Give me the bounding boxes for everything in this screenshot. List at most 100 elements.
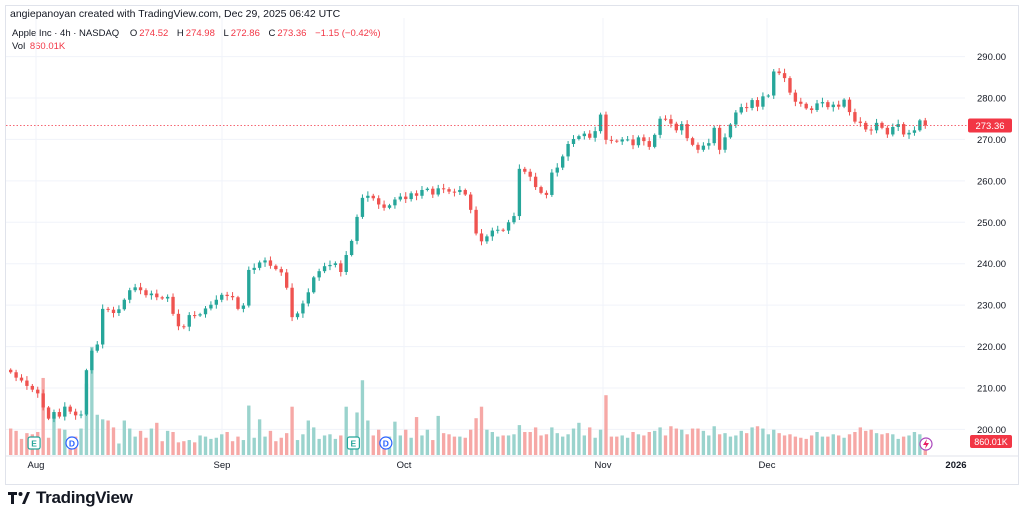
volume-bar: [274, 441, 278, 455]
volume-bar: [431, 440, 435, 455]
candle-body: [25, 380, 29, 386]
candle-body: [371, 195, 375, 199]
volume-bar: [9, 428, 13, 455]
volume-bar: [669, 426, 673, 455]
candle-body: [160, 297, 164, 299]
high-value: 274.98: [185, 28, 215, 39]
volume-bar: [582, 435, 587, 455]
volume-bar: [95, 414, 99, 455]
volume-bar: [593, 437, 597, 455]
candle-body: [382, 204, 386, 208]
volume-bar: [647, 432, 651, 455]
volume-bar: [25, 433, 29, 455]
candle-body: [431, 188, 435, 195]
candle-body: [176, 313, 181, 327]
candle-body: [717, 127, 722, 150]
candle-body: [149, 293, 154, 296]
volume-bar: [912, 432, 917, 455]
volume-bar: [355, 412, 359, 455]
volume-bar: [642, 435, 646, 455]
volume-bar: [707, 435, 711, 455]
candle-body: [755, 100, 760, 107]
candle-body: [63, 406, 67, 417]
y-tick-label: 290.00: [977, 52, 1006, 63]
footer: TradingView: [8, 488, 133, 508]
volume-bar: [523, 432, 527, 455]
candle-body: [577, 136, 581, 140]
volume-bar: [663, 435, 668, 455]
candle-body: [171, 296, 175, 314]
candle-body: [647, 141, 651, 147]
volume-bar: [57, 428, 62, 455]
candle-body: [804, 103, 808, 109]
candle-body: [220, 294, 224, 300]
volume-bar: [750, 427, 754, 455]
volume-bar: [826, 436, 830, 455]
brand-name[interactable]: TradingView: [36, 488, 133, 507]
last-price-label: 273.36: [975, 121, 1004, 132]
volume-bar: [366, 420, 370, 455]
volume-bar: [880, 434, 884, 455]
volume-bar: [620, 435, 624, 455]
earnings-marker-label: E: [31, 439, 37, 449]
candle-body: [317, 271, 321, 278]
volume-bar: [577, 422, 581, 455]
symbol-label[interactable]: Apple Inc · 4h · NASDAQ: [12, 28, 120, 39]
volume-bar: [891, 434, 895, 455]
candle-body: [198, 314, 202, 316]
candle-body: [241, 305, 246, 309]
volume-bar: [160, 441, 164, 455]
volume-bar: [550, 427, 554, 455]
last-volume-label: 860.01K: [974, 437, 1008, 447]
candle-body: [707, 143, 711, 146]
price-chart[interactable]: 290.00 280.00 270.00 260.00 250.00 240.00 230.…: [0, 0, 1024, 490]
candle-body: [901, 124, 906, 135]
candle-body: [490, 230, 495, 237]
candle-body: [690, 138, 695, 145]
earnings-marker: [27, 436, 41, 450]
candle-body: [874, 122, 879, 131]
change-value: −1.15 (−0.42%): [315, 28, 381, 39]
candle-body: [853, 112, 857, 122]
candle-body: [165, 296, 170, 299]
candle-body: [745, 107, 749, 109]
candle-body: [696, 144, 700, 150]
candle-body: [257, 262, 262, 268]
earnings-marker: [346, 436, 360, 450]
volume-bar: [717, 434, 722, 455]
volume-bar: [398, 435, 403, 455]
y-tick-label: 280.00: [977, 94, 1006, 105]
volume-bar: [41, 377, 45, 455]
candle-body: [73, 411, 78, 416]
candle-body: [912, 130, 917, 133]
volume-bar: [46, 437, 51, 455]
volume-bar: [220, 434, 224, 455]
candle-body: [46, 407, 51, 419]
candle-body: [387, 205, 392, 208]
candle-body: [409, 193, 413, 200]
candle-body: [349, 240, 354, 256]
candle-body: [209, 304, 213, 309]
volume-bar: [301, 434, 305, 455]
volume-bar: [517, 425, 522, 455]
volume-bar: [106, 420, 110, 455]
candle-body: [138, 287, 143, 291]
candle-body: [377, 198, 381, 205]
candle-body: [544, 192, 549, 195]
candle-body: [420, 189, 424, 196]
low-value: 272.86: [230, 28, 260, 39]
candle-body: [306, 292, 311, 304]
candle-body: [550, 172, 554, 195]
candle-body: [252, 267, 256, 270]
candle-body: [79, 414, 83, 416]
candle-body: [891, 127, 895, 135]
close-label: C: [268, 28, 276, 39]
volume-bar: [815, 432, 819, 455]
candle-body: [620, 139, 624, 142]
candle-body: [896, 124, 900, 127]
candle-body: [555, 167, 559, 173]
volume-bar: [122, 420, 127, 455]
candle-body: [479, 233, 484, 242]
x-tick-label: Oct: [397, 460, 412, 471]
volume-bar: [571, 428, 576, 455]
